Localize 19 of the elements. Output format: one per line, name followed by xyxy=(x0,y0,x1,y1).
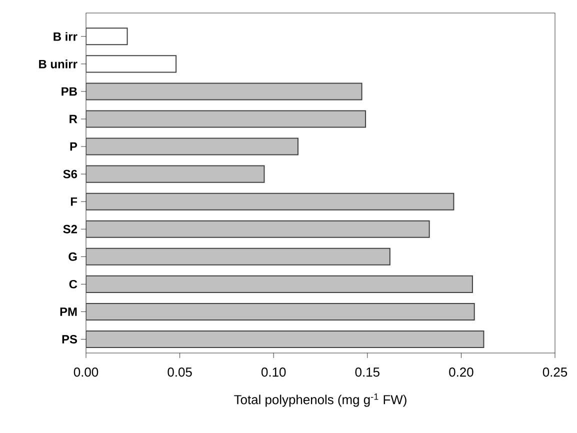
y-tick-label: B irr xyxy=(54,32,78,41)
x-tick-label: 0.10 xyxy=(262,368,286,377)
x-tick-label: 0.20 xyxy=(449,368,474,377)
y-tick-label: G xyxy=(68,252,77,261)
y-tick-label: R xyxy=(70,114,78,124)
x-axis-title: Total polyphenols (mg g$^{-1}$ FW) xyxy=(234,394,406,407)
y-tick-label: C xyxy=(69,280,78,288)
y-tick-label: S6 xyxy=(63,170,78,178)
y-tick-label: S2 xyxy=(63,224,77,234)
y-tick-label: F xyxy=(70,197,78,206)
x-tick-label: 0.15 xyxy=(355,368,380,377)
y-tick-label: PS xyxy=(62,335,78,344)
x-tick-label: 0.05 xyxy=(168,368,192,377)
y-tick-label: B unirr xyxy=(39,60,78,68)
y-tick-label: PM xyxy=(60,308,77,316)
y-tick-label: P xyxy=(70,142,78,151)
x-tick-label: 0.25 xyxy=(542,368,568,377)
y-tick-label: PB xyxy=(62,87,77,96)
x-tick-label: 0.00 xyxy=(74,368,98,377)
